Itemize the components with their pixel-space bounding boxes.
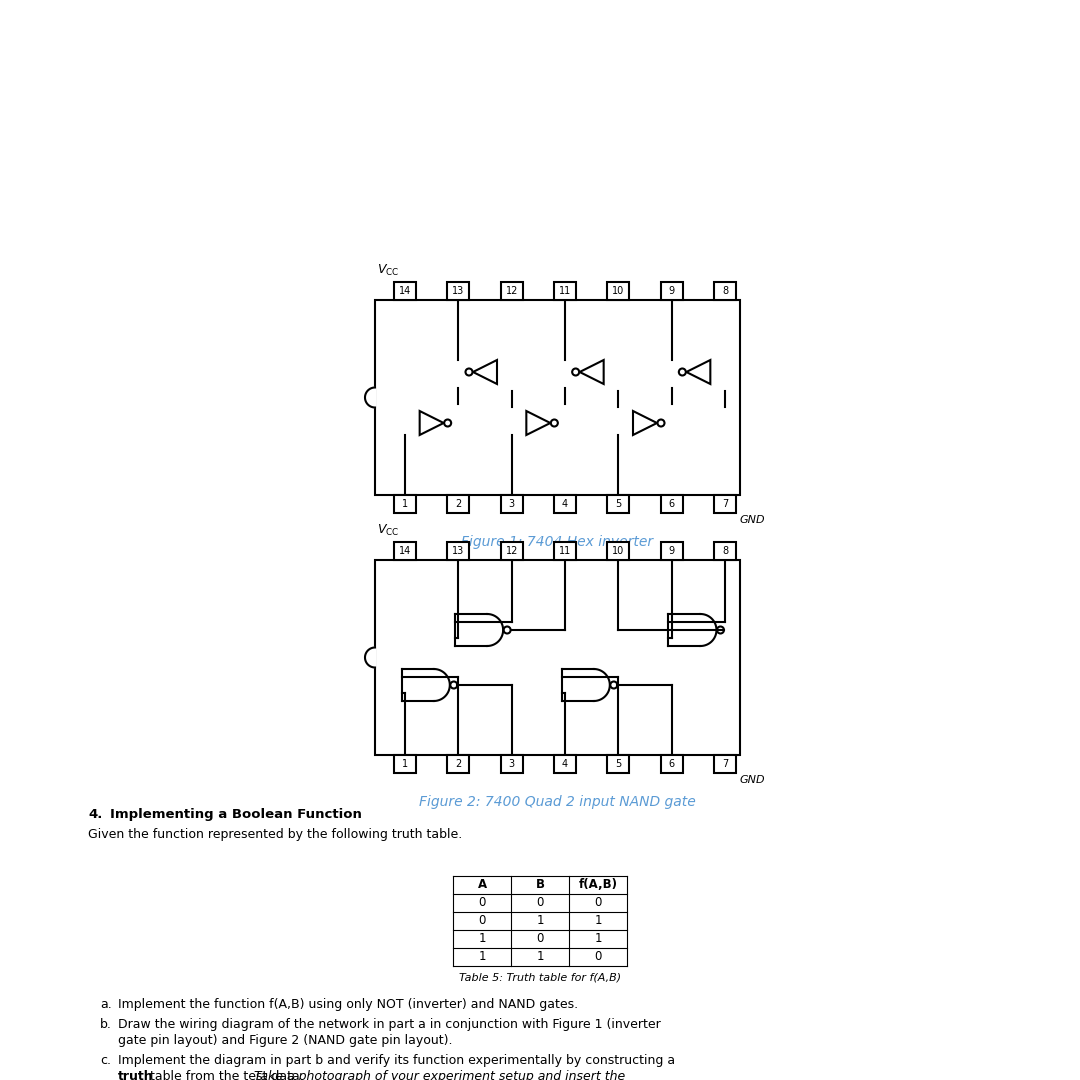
Bar <box>501 495 523 513</box>
Bar <box>661 495 683 513</box>
Text: 3: 3 <box>509 499 515 509</box>
Text: b.: b. <box>100 1018 112 1031</box>
Bar <box>394 755 416 773</box>
Text: A: A <box>477 878 487 891</box>
Text: table from the test data.: table from the test data. <box>146 1070 312 1080</box>
Bar <box>714 542 735 561</box>
Text: 4.: 4. <box>87 808 103 821</box>
Text: 5: 5 <box>616 499 621 509</box>
Bar <box>394 542 416 561</box>
Text: GND: GND <box>739 515 765 525</box>
Text: 7: 7 <box>721 499 728 509</box>
Bar <box>714 282 735 300</box>
Text: Draw the wiring diagram of the network in part a in conjunction with Figure 1 (i: Draw the wiring diagram of the network i… <box>118 1018 661 1031</box>
Bar <box>607 755 630 773</box>
Bar <box>375 300 740 495</box>
Text: 13: 13 <box>453 546 464 556</box>
Text: a.: a. <box>100 998 111 1011</box>
Text: 4: 4 <box>562 759 568 769</box>
Bar <box>447 282 470 300</box>
Text: 2: 2 <box>455 759 461 769</box>
Text: Implementing a Boolean Function: Implementing a Boolean Function <box>110 808 362 821</box>
Text: 3: 3 <box>509 759 515 769</box>
Bar <box>714 495 735 513</box>
Text: 11: 11 <box>558 546 571 556</box>
Text: V$_{\rm CC}$: V$_{\rm CC}$ <box>377 523 400 538</box>
Text: 2: 2 <box>455 499 461 509</box>
Text: 6: 6 <box>669 759 675 769</box>
Bar <box>661 542 683 561</box>
Polygon shape <box>365 388 375 407</box>
Text: gate pin layout) and Figure 2 (NAND gate pin layout).: gate pin layout) and Figure 2 (NAND gate… <box>118 1034 453 1047</box>
Text: f(A,B): f(A,B) <box>579 878 618 891</box>
Text: Table 5: Truth table for f(A,B): Table 5: Truth table for f(A,B) <box>459 972 621 982</box>
Text: 12: 12 <box>505 546 517 556</box>
Text: 4: 4 <box>562 499 568 509</box>
Text: 7: 7 <box>721 759 728 769</box>
Text: 0: 0 <box>594 950 602 963</box>
Text: 9: 9 <box>669 546 675 556</box>
Bar <box>661 755 683 773</box>
Text: 0: 0 <box>478 896 486 909</box>
Text: 5: 5 <box>616 759 621 769</box>
Text: 1: 1 <box>478 950 486 963</box>
Text: 1: 1 <box>402 499 408 509</box>
Bar <box>554 755 576 773</box>
Bar <box>394 282 416 300</box>
Bar <box>394 495 416 513</box>
Text: 0: 0 <box>594 896 602 909</box>
Bar <box>447 542 470 561</box>
Text: 1: 1 <box>402 759 408 769</box>
Bar <box>607 495 630 513</box>
Text: 12: 12 <box>505 286 517 296</box>
Text: 11: 11 <box>558 286 571 296</box>
Text: 1: 1 <box>594 932 602 945</box>
Text: V$_{\rm CC}$: V$_{\rm CC}$ <box>377 262 400 278</box>
Text: 10: 10 <box>612 286 624 296</box>
Text: 8: 8 <box>721 286 728 296</box>
Text: GND: GND <box>739 775 765 785</box>
Text: Given the function represented by the following truth table.: Given the function represented by the fo… <box>87 828 462 841</box>
Bar <box>607 542 630 561</box>
Text: c.: c. <box>100 1054 111 1067</box>
Text: Figure 2: 7400 Quad 2 input NAND gate: Figure 2: 7400 Quad 2 input NAND gate <box>419 795 696 809</box>
Bar <box>554 542 576 561</box>
Text: Take a photograph of your experiment setup and insert the: Take a photograph of your experiment set… <box>254 1070 625 1080</box>
Bar <box>714 755 735 773</box>
Text: Implement the diagram in part b and verify its function experimentally by constr: Implement the diagram in part b and veri… <box>118 1054 675 1067</box>
Text: 9: 9 <box>669 286 675 296</box>
Bar <box>375 561 740 755</box>
Bar <box>501 542 523 561</box>
Bar <box>554 495 576 513</box>
Text: 8: 8 <box>721 546 728 556</box>
Text: Figure 1: 7404 Hex inverter: Figure 1: 7404 Hex inverter <box>461 535 653 549</box>
Bar <box>447 755 470 773</box>
Text: 13: 13 <box>453 286 464 296</box>
Bar <box>447 495 470 513</box>
Text: B: B <box>536 878 544 891</box>
Bar <box>501 282 523 300</box>
Text: 1: 1 <box>594 915 602 928</box>
Text: Implement the function f(A,B) using only NOT (inverter) and NAND gates.: Implement the function f(A,B) using only… <box>118 998 578 1011</box>
Bar <box>501 755 523 773</box>
Text: 6: 6 <box>669 499 675 509</box>
Bar <box>554 282 576 300</box>
Text: 14: 14 <box>399 286 411 296</box>
Text: 0: 0 <box>537 932 543 945</box>
Text: 1: 1 <box>537 950 543 963</box>
Text: truth: truth <box>118 1070 153 1080</box>
Text: 14: 14 <box>399 546 411 556</box>
Polygon shape <box>365 648 375 667</box>
Text: 0: 0 <box>478 915 486 928</box>
Text: 10: 10 <box>612 546 624 556</box>
Bar <box>661 282 683 300</box>
Text: 0: 0 <box>537 896 543 909</box>
Text: 1: 1 <box>478 932 486 945</box>
Bar <box>607 282 630 300</box>
Text: 1: 1 <box>537 915 543 928</box>
